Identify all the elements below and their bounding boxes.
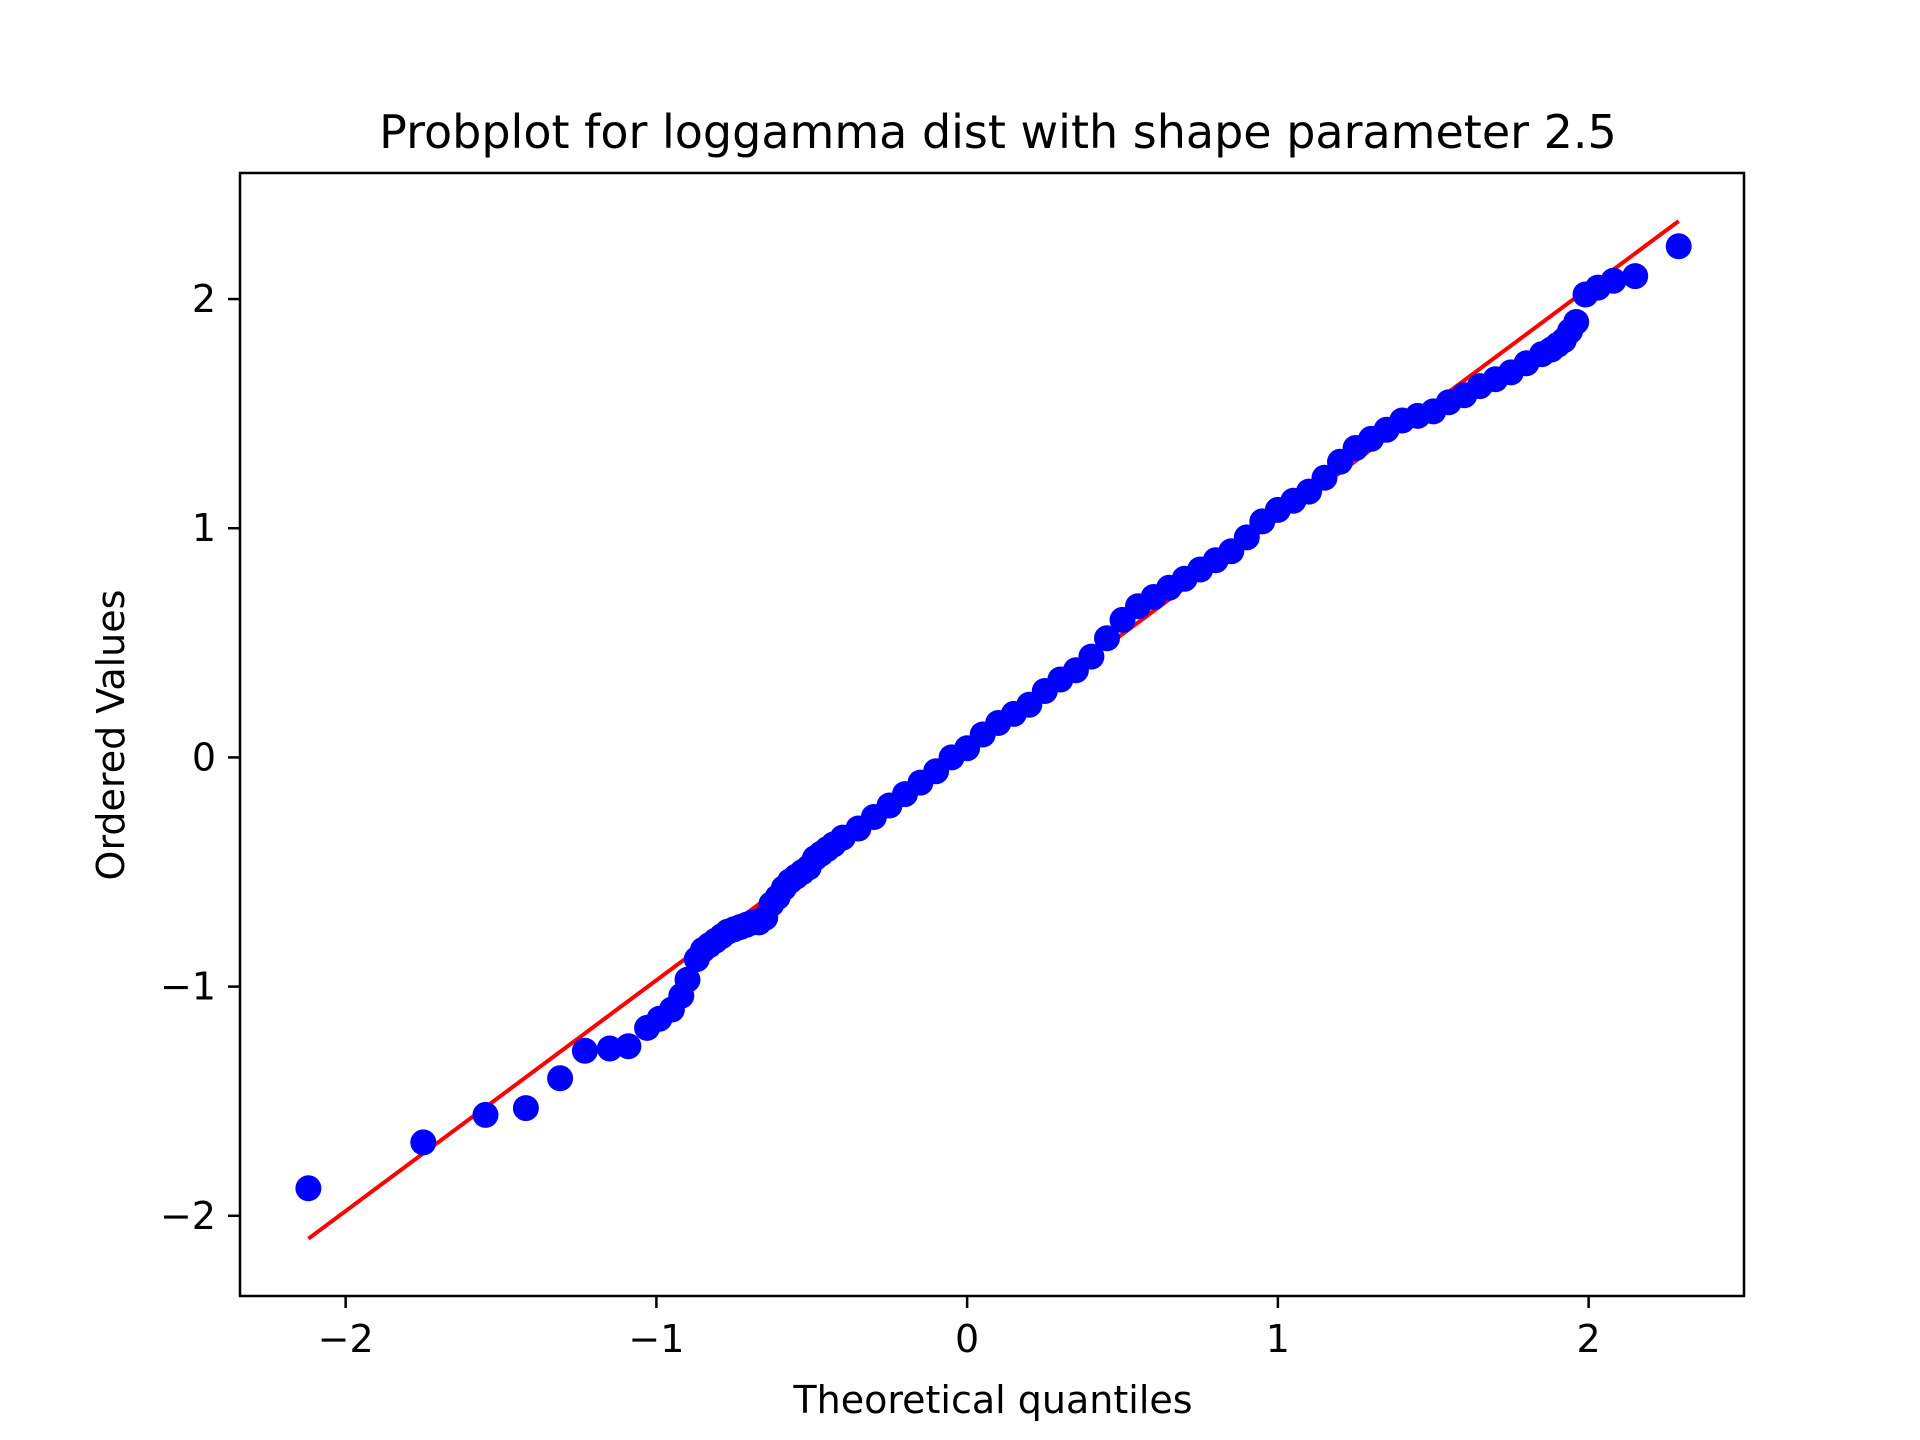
x-tick-label: −1: [628, 1317, 684, 1361]
chart-title: Probplot for loggamma dist with shape pa…: [379, 105, 1617, 159]
x-axis-label: Theoretical quantiles: [792, 1378, 1192, 1422]
y-tick-label: 2: [192, 277, 216, 321]
y-axis-label: Ordered Values: [89, 590, 133, 881]
x-tick-label: 1: [1266, 1317, 1290, 1361]
data-point: [1094, 625, 1120, 652]
data-point: [1311, 464, 1338, 491]
y-tick-label: 0: [192, 735, 216, 779]
data-points-layer: [295, 233, 1692, 1202]
data-point: [472, 1101, 499, 1128]
data-point: [1665, 233, 1692, 260]
data-point: [547, 1065, 574, 1092]
x-tick-label: 2: [1577, 1317, 1601, 1361]
x-axis-ticks: −2 −1 0 1 2: [318, 1296, 1601, 1361]
data-point: [295, 1175, 322, 1202]
data-point: [1600, 267, 1627, 294]
y-tick-label: −1: [160, 965, 216, 1009]
y-tick-label: −2: [160, 1194, 216, 1238]
data-point: [1078, 643, 1105, 670]
plot-area: [238, 171, 1746, 1298]
data-point: [571, 1037, 598, 1064]
y-axis-ticks: −2 −1 0 1 2: [160, 277, 240, 1238]
data-point: [1622, 263, 1649, 290]
data-point: [1563, 309, 1590, 335]
data-point: [410, 1129, 437, 1156]
plot-frame: [238, 171, 1746, 1298]
x-tick-label: −2: [318, 1317, 374, 1361]
y-tick-label: 1: [192, 506, 216, 550]
data-point: [674, 966, 701, 993]
data-point: [512, 1095, 539, 1122]
data-point: [615, 1033, 642, 1060]
data-point: [1233, 524, 1260, 551]
x-tick-label: 0: [955, 1317, 979, 1361]
